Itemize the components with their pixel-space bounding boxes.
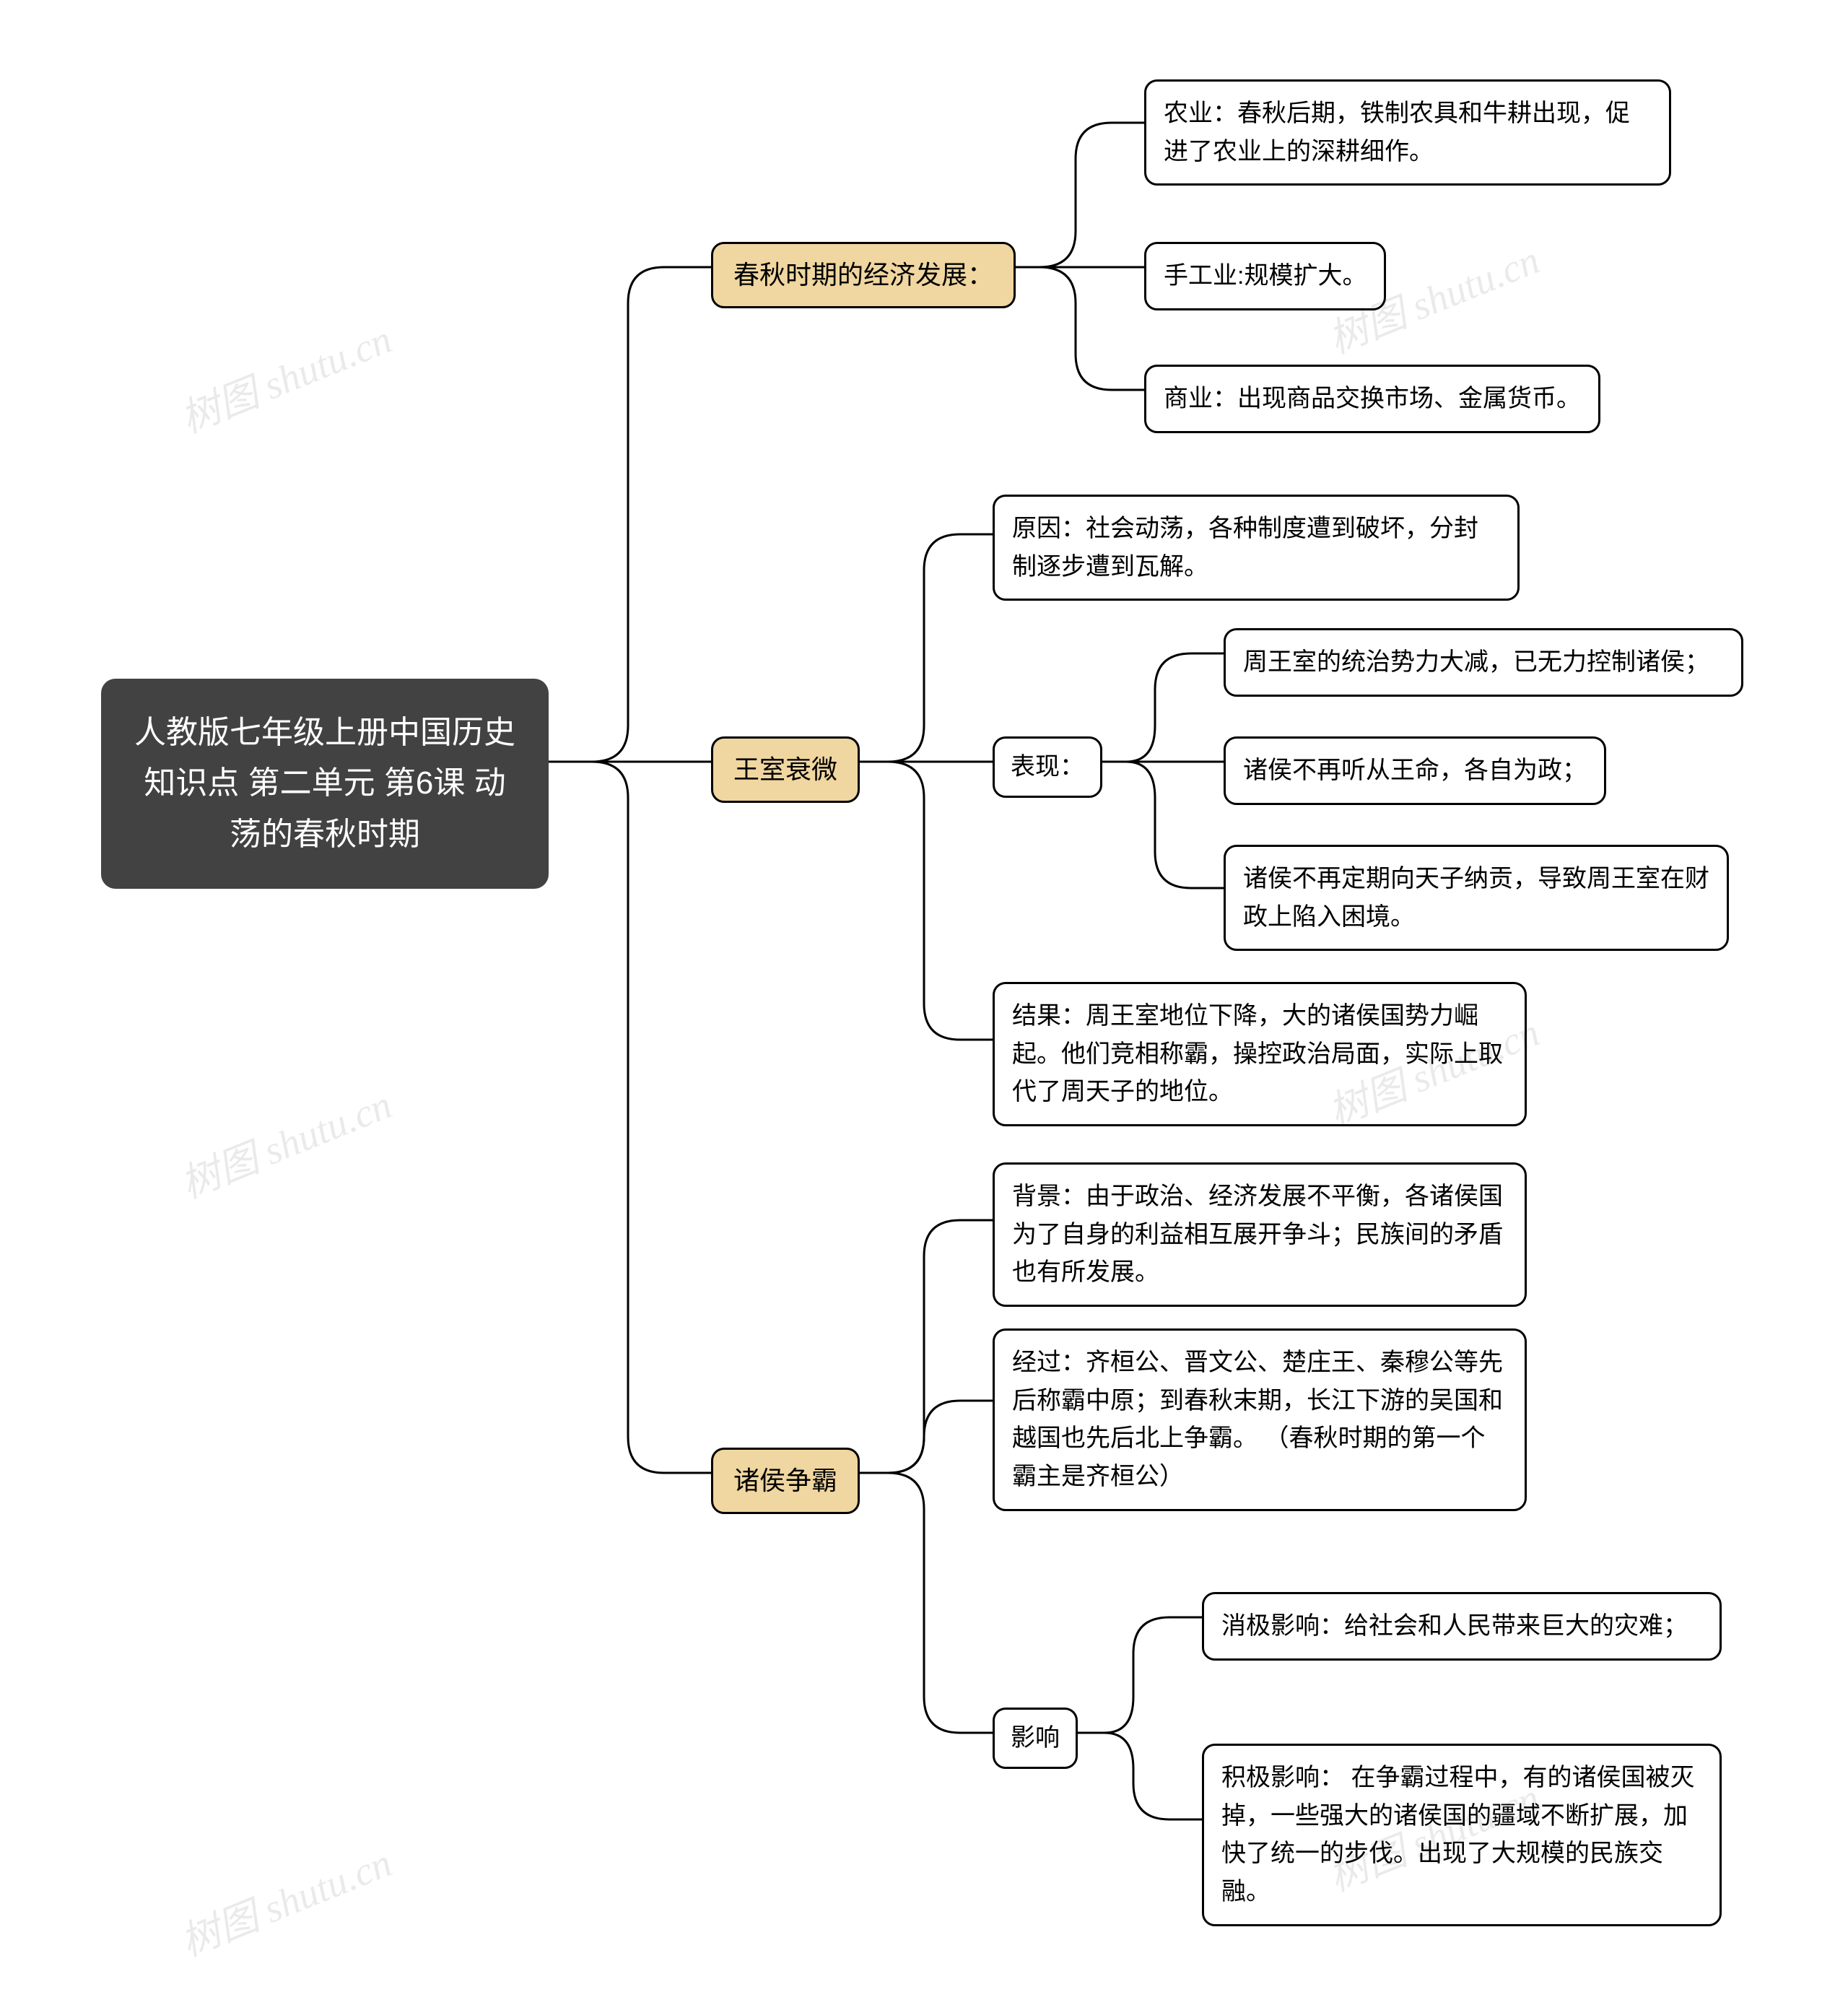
leaf-manifest-1: 周王室的统治势力大减，已无力控制诸侯；	[1224, 628, 1743, 697]
leaf-text: 诸侯不再听从王命，各自为政；	[1243, 757, 1587, 784]
root-text: 人教版七年级上册中国历史知识点 第二单元 第6课 动荡的春秋时期	[134, 715, 515, 852]
leaf-hegemony-background: 背景：由于政治、经济发展不平衡，各诸侯国为了自身的利益相互展开争斗；民族间的矛盾…	[993, 1162, 1527, 1307]
leaf-economy-commerce: 商业：出现商品交换市场、金属货币。	[1144, 365, 1600, 433]
leaf-manifest-2: 诸侯不再听从王命，各自为政；	[1224, 736, 1606, 805]
sub-hegemony-impact: 影响	[993, 1708, 1078, 1769]
leaf-text: 结果：周王室地位下降，大的诸侯国势力崛起。他们竞相称霸，操控政治局面，实际上取代…	[1012, 1002, 1503, 1105]
sub-decline-manifest: 表现：	[993, 736, 1102, 798]
leaf-economy-agriculture: 农业：春秋后期，铁制农具和牛耕出现，促进了农业上的深耕细作。	[1144, 79, 1671, 186]
leaf-text: 农业：春秋后期，铁制农具和牛耕出现，促进了农业上的深耕细作。	[1164, 100, 1630, 165]
leaf-decline-cause: 原因：社会动荡，各种制度遭到破坏，分封制逐步遭到瓦解。	[993, 495, 1520, 601]
branch-label: 诸侯争霸	[733, 1466, 837, 1495]
root-node: 人教版七年级上册中国历史知识点 第二单元 第6课 动荡的春秋时期	[101, 679, 549, 889]
leaf-decline-result: 结果：周王室地位下降，大的诸侯国势力崛起。他们竞相称霸，操控政治局面，实际上取代…	[993, 982, 1527, 1126]
branch-economy: 春秋时期的经济发展：	[711, 242, 1016, 308]
leaf-hegemony-process: 经过：齐桓公、晋文公、楚庄王、秦穆公等先后称霸中原；到春秋末期，长江下游的吴国和…	[993, 1328, 1527, 1511]
leaf-manifest-3: 诸侯不再定期向天子纳贡，导致周王室在财政上陷入困境。	[1224, 845, 1729, 951]
leaf-text: 周王室的统治势力大减，已无力控制诸侯；	[1243, 648, 1709, 676]
leaf-economy-handicraft: 手工业:规模扩大。	[1144, 242, 1386, 310]
leaf-impact-negative: 消极影响：给社会和人民带来巨大的灾难；	[1202, 1592, 1722, 1661]
watermark: 树图 shutu.cn	[170, 1830, 398, 1967]
leaf-text: 消极影响：给社会和人民带来巨大的灾难；	[1221, 1612, 1688, 1640]
branch-label: 王室衰微	[733, 754, 837, 784]
leaf-text: 商业：出现商品交换市场、金属货币。	[1164, 385, 1581, 412]
branch-hegemony: 诸侯争霸	[711, 1448, 860, 1514]
leaf-text: 原因：社会动荡，各种制度遭到破坏，分封制逐步遭到瓦解。	[1012, 515, 1478, 580]
sub-label: 影响	[1011, 1724, 1060, 1752]
sub-label: 表现：	[1011, 753, 1084, 780]
watermark: 树图 shutu.cn	[170, 1072, 398, 1209]
leaf-text: 经过：齐桓公、晋文公、楚庄王、秦穆公等先后称霸中原；到春秋末期，长江下游的吴国和…	[1012, 1349, 1503, 1490]
mindmap-canvas: 人教版七年级上册中国历史知识点 第二单元 第6课 动荡的春秋时期 春秋时期的经济…	[0, 0, 1848, 2005]
branch-label: 春秋时期的经济发展：	[733, 260, 993, 290]
leaf-impact-positive: 积极影响： 在争霸过程中，有的诸侯国被灭掉，一些强大的诸侯国的疆域不断扩展，加快…	[1202, 1744, 1722, 1926]
leaf-text: 积极影响： 在争霸过程中，有的诸侯国被灭掉，一些强大的诸侯国的疆域不断扩展，加快…	[1221, 1764, 1694, 1905]
leaf-text: 背景：由于政治、经济发展不平衡，各诸侯国为了自身的利益相互展开争斗；民族间的矛盾…	[1012, 1183, 1503, 1286]
watermark: 树图 shutu.cn	[170, 307, 398, 444]
branch-royal-decline: 王室衰微	[711, 736, 860, 803]
leaf-text: 手工业:规模扩大。	[1164, 262, 1367, 290]
leaf-text: 诸侯不再定期向天子纳贡，导致周王室在财政上陷入困境。	[1243, 865, 1709, 931]
